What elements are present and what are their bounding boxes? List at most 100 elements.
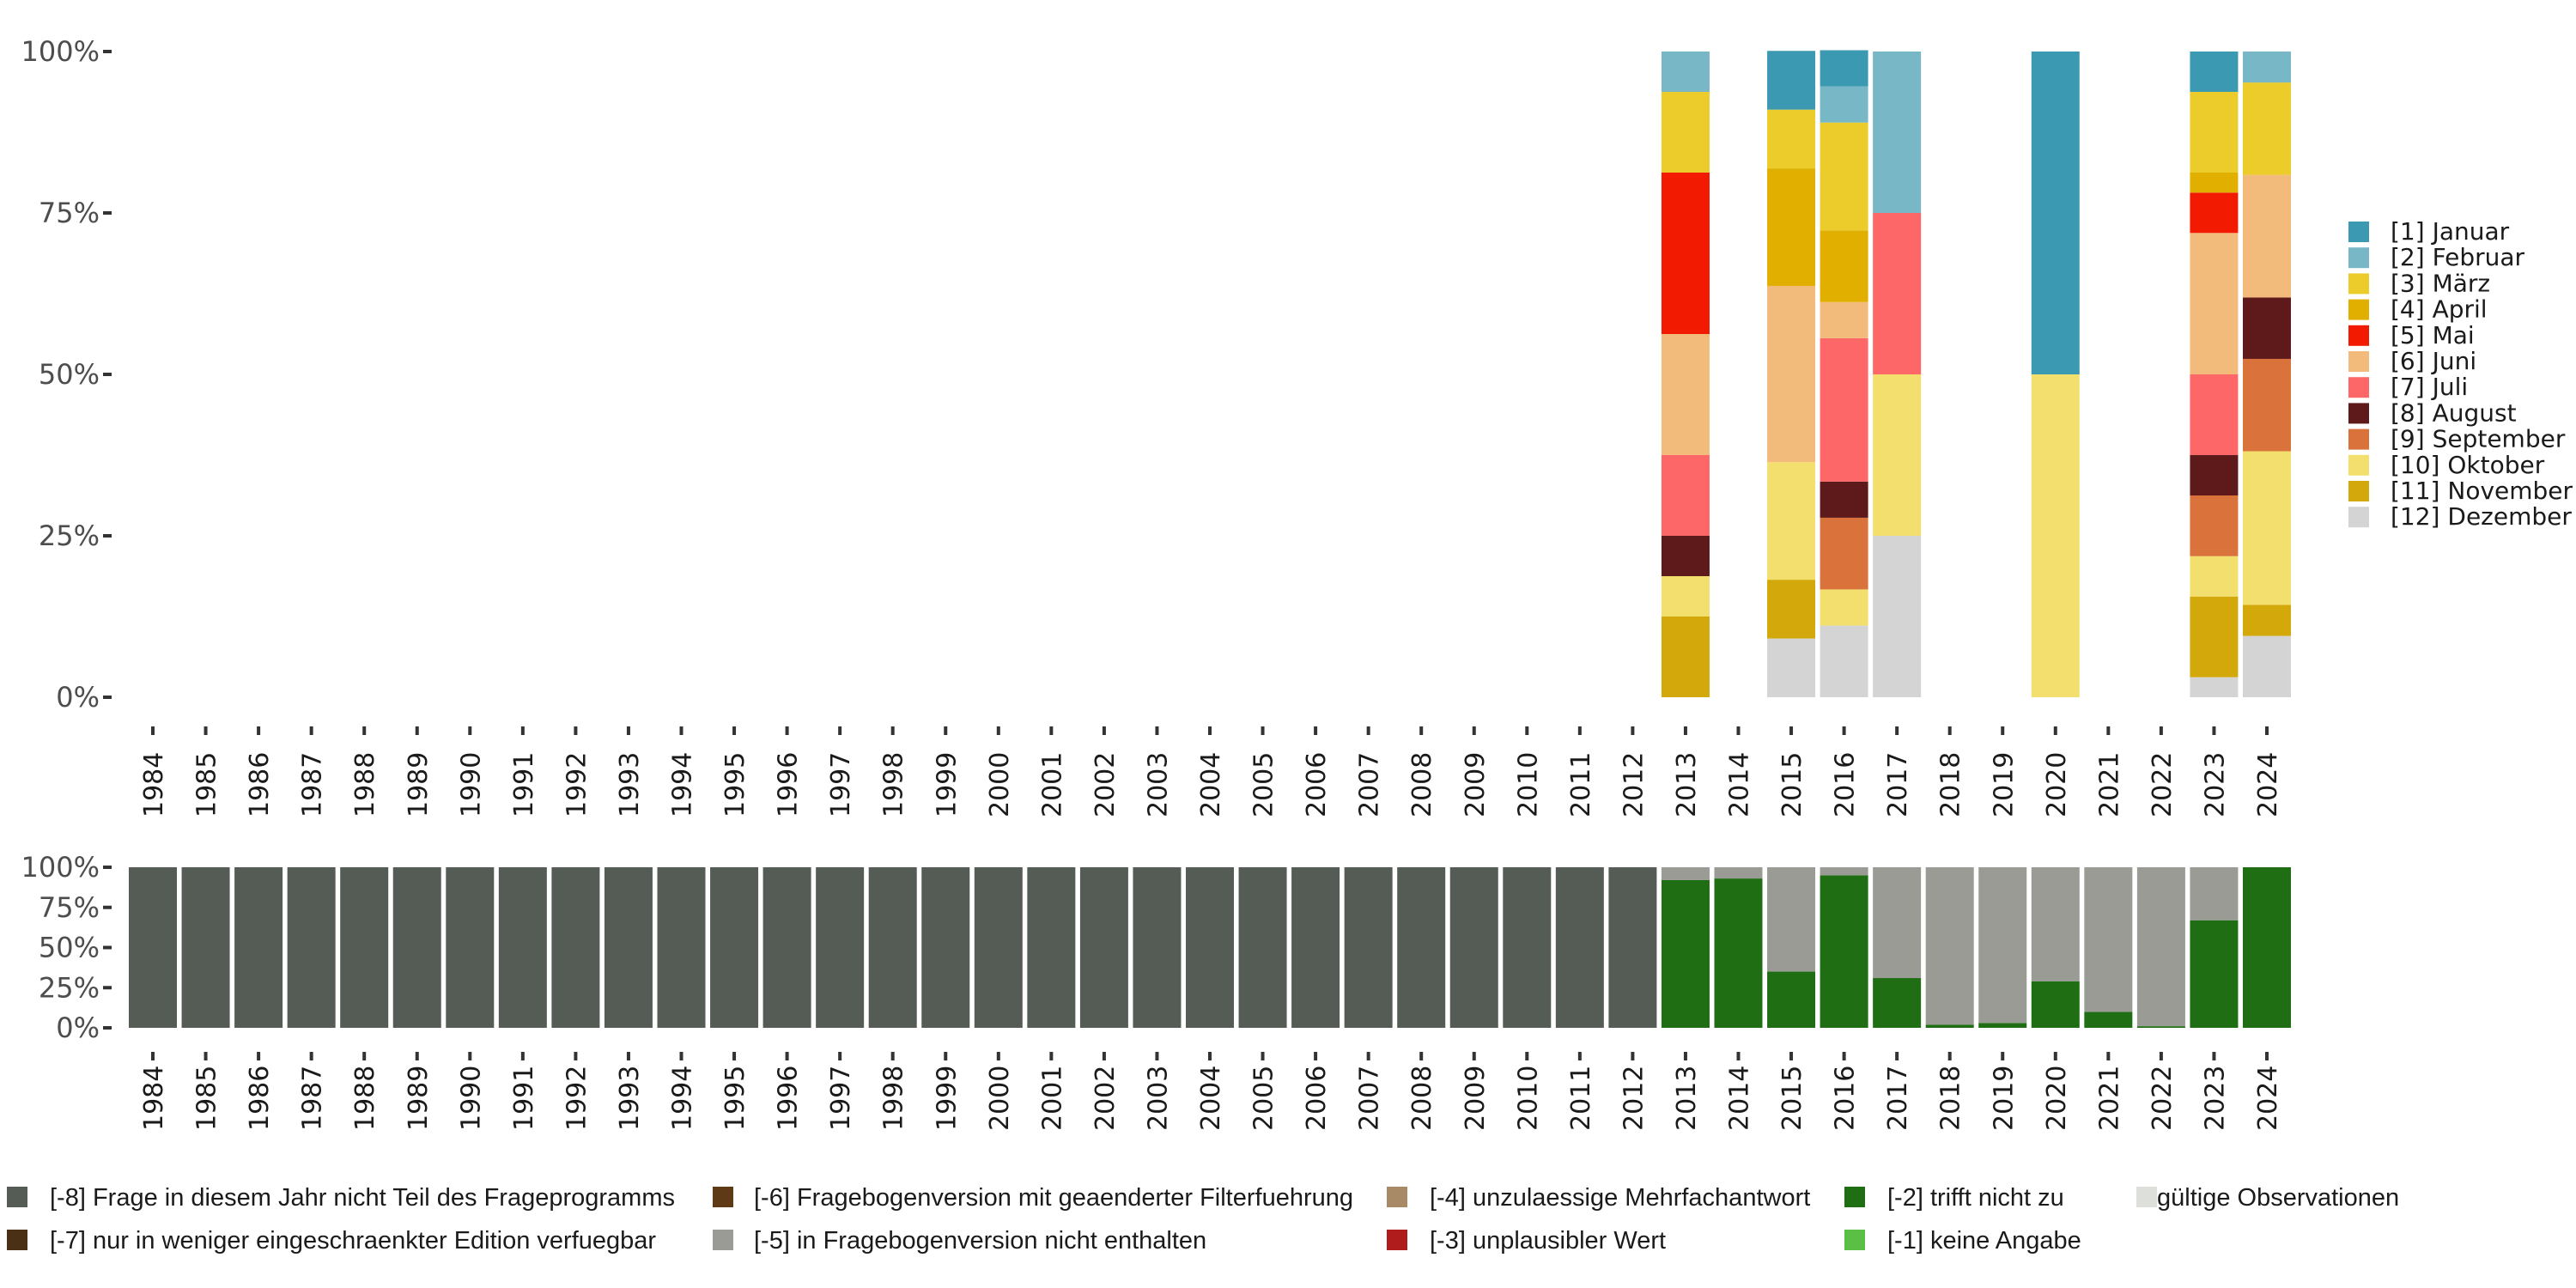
x-tick-label: 2009 [1461, 752, 1491, 817]
x-tick-label: 2016 [1831, 752, 1861, 817]
top-chart-month-distribution: 0% 25% 50% 75% 100% 1984 1985 1986 1987 1988 1989 1… [21, 35, 2291, 817]
legend-label: [8] August [2391, 398, 2517, 427]
y-tick-label: 25% [39, 519, 100, 552]
legend-swatch [713, 1187, 733, 1207]
bar-segment [1873, 52, 1922, 213]
bar-segment [2190, 596, 2239, 677]
legend-label: [6] Juni [2391, 347, 2476, 375]
bar-segment [2243, 297, 2291, 359]
bar-segment [1767, 462, 1816, 580]
x-tick-label: 2005 [1249, 1066, 1279, 1131]
x-tick-label: 1992 [562, 752, 592, 817]
x-tick-label: 2004 [1196, 1066, 1226, 1131]
bar-segment [1820, 337, 1868, 482]
bar-segment [1820, 122, 1868, 231]
bar-segment [1714, 878, 1763, 1028]
bar-segment [1767, 168, 1816, 286]
bar-segment [1873, 374, 1922, 536]
legend-swatch [2348, 377, 2369, 398]
legend-label: [12] Dezember [2391, 502, 2572, 531]
bar-segment [498, 867, 547, 1028]
x-tick-label: 2007 [1355, 1066, 1385, 1131]
bar-segment [1449, 867, 1498, 1028]
bar-segment [1397, 867, 1446, 1028]
x-tick-label: 1996 [774, 1066, 804, 1131]
x-tick-label: 1988 [350, 1066, 380, 1131]
x-tick-label: 2015 [1777, 752, 1807, 817]
bar-segment [1714, 867, 1763, 879]
bar-segment [1820, 481, 1868, 518]
bar-segment [2243, 174, 2291, 298]
x-tick-label: 2022 [2148, 752, 2178, 817]
x-tick-label: 1998 [879, 752, 909, 817]
bar-segment [1978, 867, 2027, 1024]
x-tick-label: 1993 [615, 752, 645, 817]
bar-segment [2190, 677, 2239, 697]
bar-segment [762, 867, 811, 1028]
bar-segment [2190, 867, 2239, 920]
x-tick-label: 2008 [1407, 752, 1437, 817]
bar-segment [1133, 867, 1182, 1028]
legend-label: [3] März [2391, 269, 2490, 297]
x-tick-label: 1991 [509, 1066, 539, 1131]
bar-segment [1820, 625, 1868, 697]
bar-segment [1767, 580, 1816, 639]
bottom-chart-missing-codes: 0% 25% 50% 75% 100% 1984 1985 1986 1987 1988 1989 1… [21, 851, 2291, 1131]
bar-segment [2136, 867, 2185, 1027]
x-tick-label: 1984 [139, 1066, 169, 1131]
bar-segment [1873, 536, 1922, 697]
x-tick-label: 1994 [668, 1066, 698, 1131]
bar-segment [2190, 374, 2239, 455]
x-tick-label: 2001 [1037, 1066, 1067, 1131]
bar-segment [1820, 230, 1868, 302]
x-tick-label: 1992 [562, 1066, 592, 1131]
bar-segment [2190, 173, 2239, 193]
bar-segment [1820, 517, 1868, 590]
x-tick-label: 1993 [615, 1066, 645, 1131]
bar-segment [1344, 867, 1393, 1028]
bar-segment [2190, 556, 2239, 597]
x-tick-label: 2002 [1091, 752, 1121, 817]
legend-swatch [7, 1187, 27, 1207]
legend-swatch [1844, 1187, 1865, 1207]
legend-label: [5] Mai [2391, 321, 2475, 349]
x-tick-label: 2007 [1355, 752, 1385, 817]
x-tick-label: 2016 [1831, 1066, 1861, 1131]
y-tick-label: 75% [39, 197, 100, 229]
bar-segment [129, 867, 177, 1028]
bar-segment [287, 867, 336, 1028]
bar-segment [1820, 86, 1868, 123]
bar-segment [1661, 92, 1710, 173]
x-tick-label: 2017 [1883, 1066, 1913, 1131]
legend-label: gültige Observationen [2157, 1184, 2399, 1212]
x-tick-label: 2017 [1883, 752, 1913, 817]
x-tick-label: 2020 [2042, 1066, 2072, 1131]
legend-label: [-3] unplausibler Wert [1430, 1227, 1666, 1255]
x-tick-label: 2010 [1513, 752, 1543, 817]
legend-label: [-7] nur in weniger eingeschraenkter Edi… [50, 1227, 656, 1255]
bar-segment [2243, 867, 2291, 1028]
x-tick-label: 1984 [139, 752, 169, 817]
bar-segment [2243, 635, 2291, 697]
x-tick-label: 1988 [350, 752, 380, 817]
legend-swatch [2348, 454, 2369, 476]
legend-label: [-5] in Fragebogenversion nicht enthalte… [754, 1227, 1206, 1255]
y-tick-label: 50% [39, 358, 100, 391]
x-tick-label: 1994 [668, 752, 698, 817]
bar-segment [1661, 576, 1710, 617]
x-tick-label: 2008 [1407, 1066, 1437, 1131]
x-tick-label: 1985 [192, 1066, 222, 1131]
x-tick-label: 1997 [826, 752, 856, 817]
bar-segment [1661, 52, 1710, 92]
x-tick-label: 1987 [298, 1066, 328, 1131]
legend-label: [11] November [2391, 477, 2573, 505]
bar-segment [2190, 92, 2239, 173]
x-tick-label: 1995 [720, 1066, 750, 1131]
x-tick-label: 2021 [2094, 752, 2124, 817]
bar-segment [1291, 867, 1340, 1028]
x-tick-label: 2004 [1196, 752, 1226, 817]
bar-segment [2031, 374, 2080, 697]
bar-segment [1186, 867, 1234, 1028]
x-tick-label: 2000 [985, 752, 1015, 817]
